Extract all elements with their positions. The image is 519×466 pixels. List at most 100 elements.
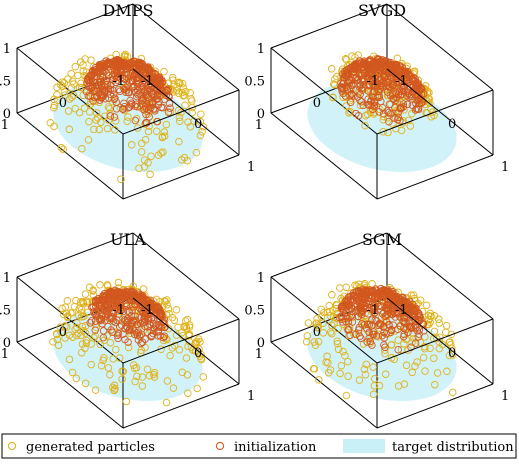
initialization-particle (350, 289, 358, 297)
generated-particle (65, 125, 74, 134)
generated-particle (446, 338, 454, 346)
generated-particle (375, 381, 384, 390)
generated-particle (73, 323, 81, 332)
generated-particle (160, 128, 169, 136)
generated-particle (419, 353, 428, 362)
generated-particle (193, 384, 201, 393)
x-tick-label: 1 (247, 389, 255, 404)
generated-particle (56, 323, 65, 332)
generated-particle (369, 363, 377, 371)
generated-particle (409, 291, 418, 299)
generated-particle (175, 346, 184, 354)
generated-particle (397, 126, 406, 135)
y-tick-label: -1 (366, 303, 379, 318)
generated-particle (430, 354, 438, 362)
generated-particle (309, 364, 318, 373)
box-front-edge (386, 68, 494, 156)
initialization-particle (147, 103, 155, 112)
generated-particle (85, 283, 94, 292)
generated-particle (369, 390, 378, 399)
initialization-particle (358, 320, 366, 328)
generated-particle (175, 78, 183, 87)
generated-particle (100, 354, 108, 362)
initialization-particle (360, 62, 368, 71)
generated-particle (431, 380, 439, 389)
initialization-particle (357, 97, 366, 106)
initialization-particle (338, 84, 346, 92)
y-tick-label: 1 (255, 118, 263, 133)
z-tick-label: 1 (257, 271, 265, 286)
generated-particle (118, 375, 126, 383)
box-front-edge (386, 297, 494, 385)
initialization-particle (132, 100, 141, 109)
y-tick-label: 0 (59, 96, 67, 111)
initialization-particle (370, 87, 378, 96)
initialization-particle (125, 103, 134, 111)
generated-particle (87, 360, 96, 369)
box-back-edge (16, 112, 124, 200)
initialization-particle (157, 103, 166, 112)
initialization-particle (374, 87, 382, 96)
initialization-particle (386, 328, 395, 337)
initialization-particle (364, 95, 372, 103)
initialization-particle (104, 87, 113, 96)
initialization-particle (385, 100, 394, 109)
generated-particle (409, 334, 418, 343)
generated-particle (139, 285, 148, 293)
generated-particle (303, 332, 312, 340)
initialization-particle (166, 104, 174, 112)
initialization-particle (104, 322, 112, 331)
initialization-particle (141, 335, 149, 343)
generated-particle (400, 340, 408, 348)
generated-particle (381, 370, 390, 378)
generated-particle (74, 71, 82, 80)
initialization-particle (359, 101, 368, 110)
generated-particle (68, 93, 76, 102)
initialization-particle (142, 119, 150, 127)
initialization-particle (131, 116, 140, 125)
initialization-particle (355, 299, 363, 307)
initialization-particle (122, 86, 131, 94)
initialization-particle (138, 59, 146, 68)
initialization-particle (150, 304, 159, 312)
initialization-particle (367, 322, 376, 330)
x-tick-label: 0 (194, 117, 202, 132)
generated-particle (72, 374, 81, 383)
generated-particle (196, 131, 205, 140)
generated-particle (112, 117, 120, 125)
initialization-particle (414, 309, 423, 317)
initialization-particle (164, 108, 173, 117)
generated-particle (87, 56, 95, 64)
initialization-particle (389, 321, 397, 329)
initialization-particle (415, 326, 424, 334)
y-tick-label: 1 (1, 118, 9, 133)
y-tick-label: 0 (59, 325, 67, 340)
initialization-particle (354, 326, 363, 334)
generated-particle (421, 367, 429, 375)
generated-particle (182, 354, 191, 362)
generated-particle (356, 101, 365, 110)
generated-particle (132, 114, 141, 123)
generated-particle (124, 113, 132, 121)
generated-particle (339, 347, 347, 356)
generated-particle (188, 103, 196, 112)
initialization-particle (125, 296, 134, 304)
initialization-particle (110, 67, 119, 75)
initialization-particle (368, 299, 377, 307)
generated-particle (424, 315, 433, 323)
generated-particle (163, 301, 171, 309)
initialization-particle (375, 91, 383, 100)
generated-particle (121, 50, 130, 59)
initialization-particle (150, 324, 159, 333)
initialization-particle (137, 339, 145, 348)
initialization-particle (364, 101, 373, 109)
generated-particle (57, 328, 65, 337)
generated-particle (317, 313, 326, 321)
generated-particle (53, 91, 61, 99)
initialization-particle (157, 75, 166, 84)
initialization-particle (341, 71, 350, 79)
y-tick-label: 0 (313, 325, 321, 340)
generated-particle (146, 170, 154, 179)
